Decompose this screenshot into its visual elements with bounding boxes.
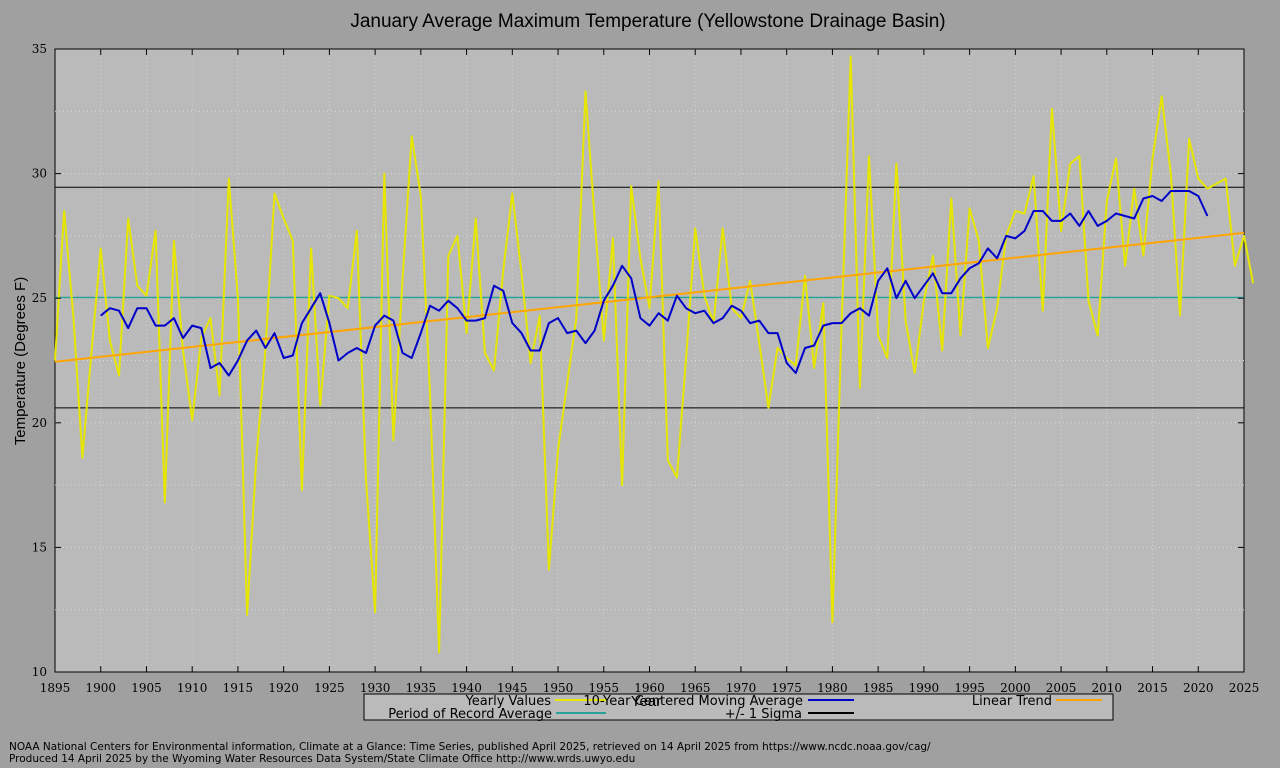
x-tick-label: 1910	[177, 681, 208, 695]
credit-line-2: Produced 14 April 2025 by the Wyoming Wa…	[9, 753, 636, 765]
x-tick-label: 2020	[1183, 681, 1214, 695]
x-tick-label: 1900	[85, 681, 116, 695]
x-tick-label: 2015	[1137, 681, 1168, 695]
x-tick-label: 1975	[771, 681, 802, 695]
x-tick-label: 1960	[634, 681, 665, 695]
legend: Yearly Values 10-Year Centered Moving Ave…	[363, 693, 1114, 722]
series-layer	[54, 55, 1255, 654]
x-tick-label: 1930	[360, 681, 391, 695]
x-tick-label: 1945	[497, 681, 528, 695]
y-tick-label: 25	[32, 291, 47, 305]
x-tick-label: 2000	[1000, 681, 1031, 695]
x-tick-label: 1995	[954, 681, 985, 695]
x-tick-label: 1940	[451, 681, 482, 695]
credit-line-1: NOAA National Centers for Environmental …	[9, 741, 931, 753]
x-tick-label: 1980	[817, 681, 848, 695]
legend-period-average-label: Period of Record Average	[388, 707, 552, 722]
x-tick-label: 1990	[909, 681, 940, 695]
y-tick-label: 20	[32, 416, 47, 430]
x-tick-label: 2010	[1092, 681, 1123, 695]
x-tick-label: 1895	[40, 681, 71, 695]
x-tick-label: 1950	[543, 681, 574, 695]
x-tick-label: 2025	[1229, 681, 1260, 695]
legend-moving-average-label: 10-Year Centered Moving Average	[583, 694, 803, 709]
legend-yearly-label: Yearly Values	[465, 694, 552, 709]
linear-trend-line	[54, 231, 1245, 363]
legend-sigma-label: +/- 1 Sigma	[725, 707, 802, 722]
yearly-values-line	[54, 55, 1255, 654]
chart-title: January Average Maximum Temperature (Yel…	[350, 11, 945, 32]
x-tick-label: 2005	[1046, 681, 1077, 695]
x-tick-label: 1915	[223, 681, 254, 695]
legend-box	[363, 693, 1114, 721]
x-tick-label: 1970	[726, 681, 757, 695]
axes: 1895 1900 1905 1910 1915 1920 1925 1930 1935 1940…	[32, 42, 1260, 695]
y-axis-label: Temperature (Degrees F)	[12, 277, 29, 445]
x-tick-label: 1955	[588, 681, 619, 695]
y-tick-label: 30	[32, 167, 47, 181]
x-axis-label: Year	[631, 693, 661, 710]
x-tick-label: 1985	[863, 681, 894, 695]
x-tick-label: 1935	[406, 681, 437, 695]
x-tick-label: 1965	[680, 681, 711, 695]
x-tick-label: 1925	[314, 681, 345, 695]
y-tick-label: 10	[32, 665, 47, 679]
plot-area	[54, 48, 1245, 673]
moving-average-line	[100, 190, 1209, 377]
y-tick-label: 35	[32, 42, 47, 56]
x-tick-label: 1920	[268, 681, 299, 695]
y-tick-label: 15	[32, 540, 47, 554]
legend-linear-trend-label: Linear Trend	[972, 694, 1052, 709]
x-tick-label: 1905	[131, 681, 162, 695]
